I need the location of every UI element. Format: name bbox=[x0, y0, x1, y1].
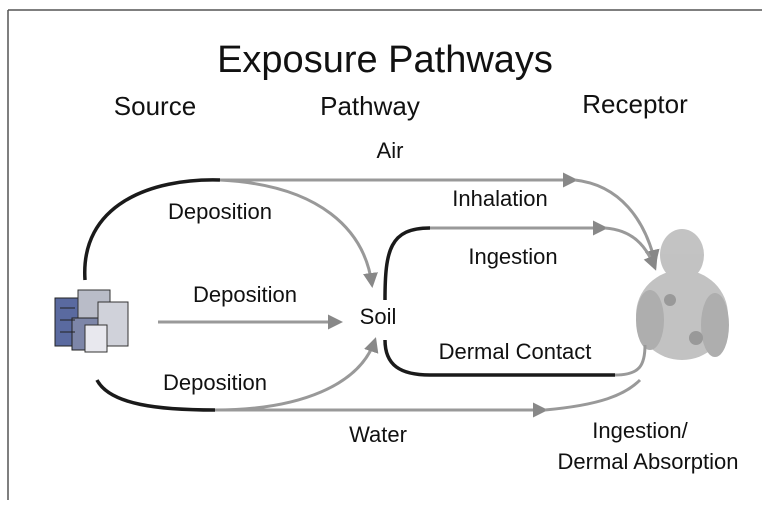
edge-label: Dermal Contact bbox=[439, 339, 592, 364]
edge-label: Ingestion bbox=[468, 244, 557, 269]
edge-label: Water bbox=[349, 422, 407, 447]
edge-label: Dermal Absorption bbox=[558, 449, 739, 474]
column-header: Pathway bbox=[320, 91, 420, 121]
column-header: Source bbox=[114, 91, 196, 121]
edge-label: Deposition bbox=[163, 370, 267, 395]
edge-label: Ingestion/ bbox=[592, 418, 688, 443]
column-header: Receptor bbox=[582, 89, 688, 119]
edge-label: Inhalation bbox=[452, 186, 547, 211]
edge-label: Air bbox=[377, 138, 404, 163]
edge-label: Deposition bbox=[193, 282, 297, 307]
diagram: Exposure Pathways Source Pathway Recepto… bbox=[0, 0, 770, 505]
edge-label: Deposition bbox=[168, 199, 272, 224]
node-label: Soil bbox=[360, 304, 397, 329]
title: Exposure Pathways bbox=[217, 39, 553, 81]
